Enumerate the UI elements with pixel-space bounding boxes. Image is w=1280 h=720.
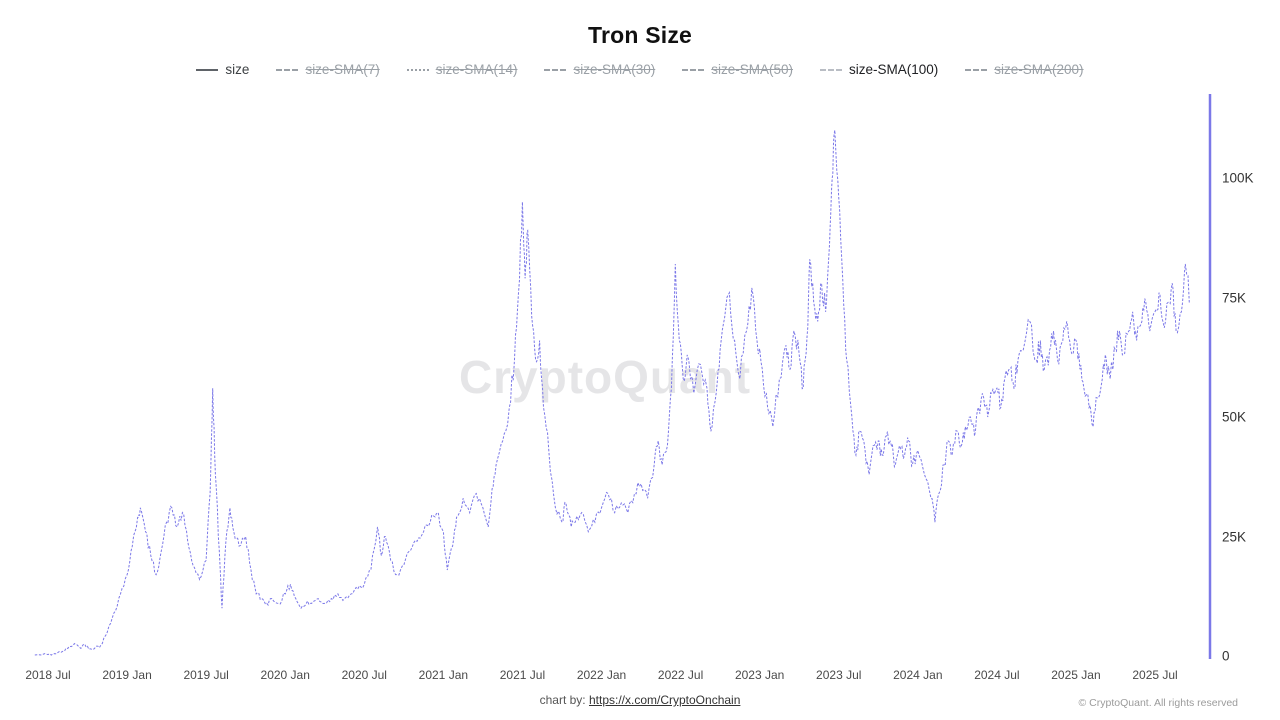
size-series-line [34,130,1191,656]
copyright: © CryptoQuant. All rights reserved [1078,697,1238,709]
x-axis-label-2019-jan: 2019 Jan [102,668,152,682]
legend-label: size-SMA(7) [305,62,380,77]
legend-label: size-SMA(200) [994,62,1084,77]
legend-label: size-SMA(50) [711,62,793,77]
chart-credit: chart by: https://x.com/CryptoOnchain [0,693,1280,707]
legend-line-icon [965,68,988,71]
x-axis-label-2024-jul: 2024 Jul [974,668,1020,682]
legend-line-icon [544,68,567,71]
legend-label: size-SMA(30) [573,62,656,77]
legend-line-icon [406,68,429,71]
legend-line-icon [682,68,705,71]
x-axis-label-2022-jul: 2022 Jul [657,668,704,682]
y-axis-label-100k: 100K [1222,170,1254,186]
y-axis-label-50k: 50K [1222,409,1247,425]
legend-item-size-sma-30[interactable]: size-SMA(30) [544,62,655,77]
y-axis-label-25k: 25K [1222,529,1247,544]
legend-item-size-sma-7[interactable]: size-SMA(7) [276,62,380,77]
y-axis-label-0: 0 [1222,648,1230,664]
legend-label: size-SMA(100) [849,62,939,77]
legend: size size-SMA(7) size-SMA(14) size-SMA(30) s… [0,62,1280,77]
legend-label: size [225,62,250,77]
x-axis-label-2018-jul: 2018 Jul [25,668,71,682]
chart-title: Tron Size [587,22,693,48]
legend-item-size-sma-200[interactable]: size-SMA(200) [965,62,1084,77]
legend-line-icon [196,68,219,71]
legend-item-size-sma-100[interactable]: size-SMA(100) [820,62,938,77]
x-axis-label-2025-jul: 2025 Jul [1132,668,1178,682]
x-axis-label-2023-jan: 2023 Jan [734,668,785,682]
legend-item-size[interactable]: size [196,62,249,77]
legend-line-icon [820,68,842,71]
x-axis-label-2022-jan: 2022 Jan [576,668,627,682]
x-axis-label-2021-jan: 2021 Jan [418,668,469,682]
chart-by-label: chart by: [539,693,586,707]
x-axis-label-2025-jan: 2025 Jan [1051,668,1101,682]
chart-by-link[interactable]: https://x.com/CryptoOnchain [588,693,741,707]
x-axis-label-2019-jul: 2019 Jul [183,668,229,682]
y-axis-label-75k: 75K [1222,290,1247,305]
legend-item-size-sma-14[interactable]: size-SMA(14) [406,62,518,77]
x-axis-label-2021-jul: 2021 Jul [499,668,546,682]
x-axis-label-2020-jul: 2020 Jul [341,668,387,682]
x-axis-label-2024-jan: 2024 Jan [893,668,943,682]
legend-item-size-sma-50[interactable]: size-SMA(50) [682,62,793,77]
legend-label: size-SMA(14) [435,62,518,77]
x-axis-label-2020-jan: 2020 Jan [260,668,310,682]
x-axis-label-2023-jul: 2023 Jul [816,668,862,682]
legend-line-icon [276,68,299,71]
